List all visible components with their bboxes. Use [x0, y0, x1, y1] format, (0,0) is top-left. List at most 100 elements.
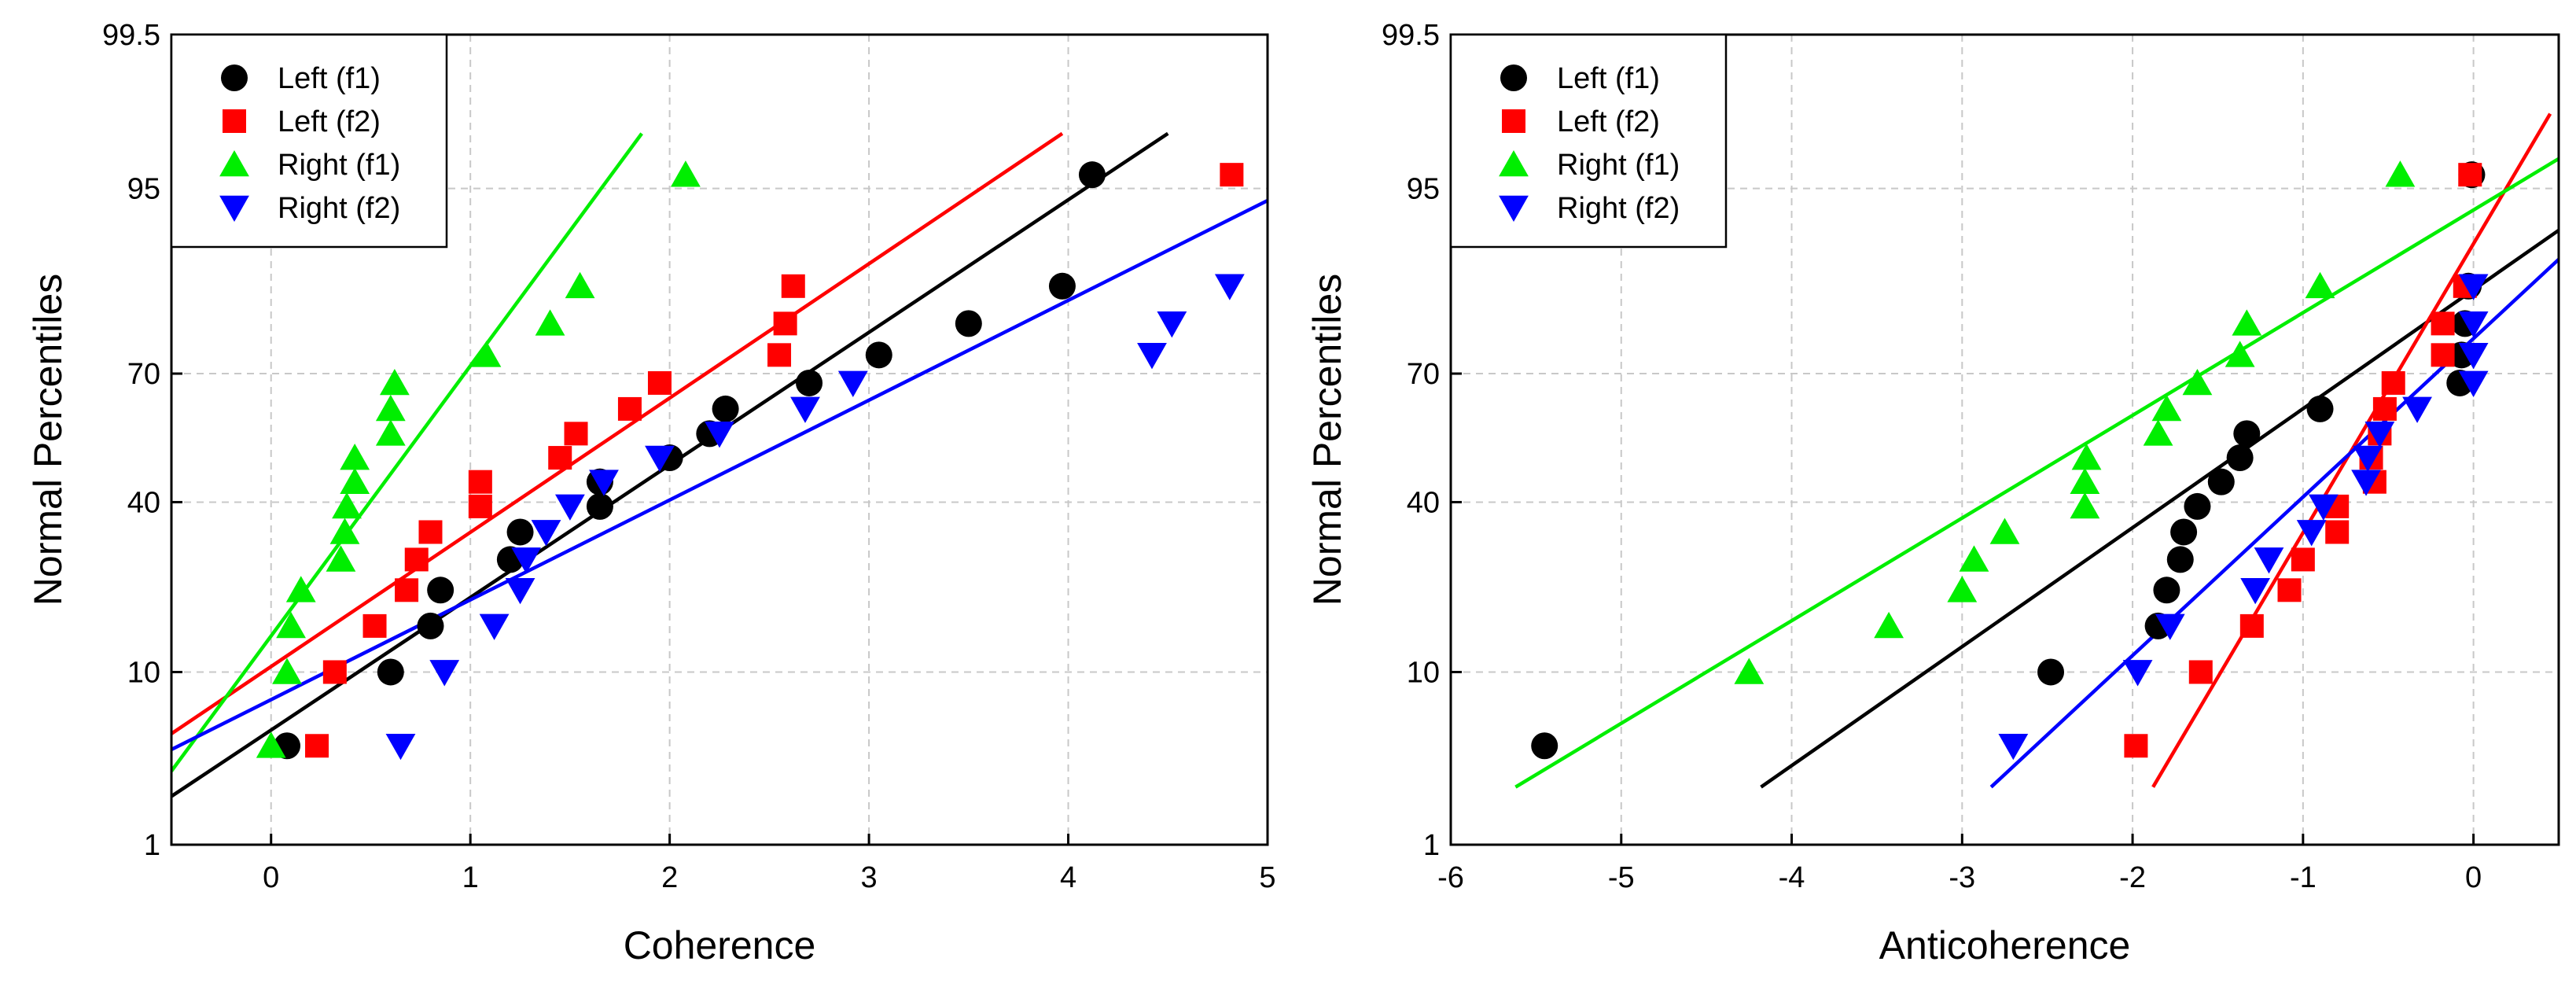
data-point-4-14 — [1157, 311, 1187, 338]
data-point-3-12 — [379, 368, 410, 396]
data-point-4-12 — [2458, 370, 2489, 397]
x-tick-label-1: -6 — [1437, 861, 1464, 894]
x-tick-label-6: 5 — [1259, 861, 1275, 894]
legend-box-2 — [1449, 33, 1728, 249]
data-point-1-13 — [865, 341, 892, 369]
y-tick-label-4: 70 — [127, 358, 160, 391]
legend-marker-4 — [219, 195, 249, 222]
data-point-3-1 — [256, 731, 286, 758]
y-tick-label-1: 1 — [144, 829, 160, 862]
x-tick-label-7: 0 — [2465, 861, 2482, 894]
x-tick-label-4: 3 — [861, 861, 878, 894]
data-point-1-11 — [712, 395, 739, 422]
data-point-2-2 — [2188, 660, 2213, 684]
data-point-4-13 — [1137, 343, 1167, 370]
data-point-3-3 — [1947, 576, 1978, 602]
legend-label-2: Left (f2) — [1557, 105, 1660, 138]
legend-label-1: Left (f1) — [1557, 62, 1660, 95]
legend-marker-4 — [1499, 195, 1529, 222]
legend-marker-2 — [223, 109, 246, 133]
data-point-4-6 — [531, 520, 561, 547]
x-tick-label-1: 0 — [263, 861, 279, 894]
data-point-3-6 — [2070, 492, 2100, 519]
data-point-3-11 — [375, 394, 406, 422]
x-tick-label-5: 4 — [1060, 861, 1076, 894]
legend-marker-1 — [221, 64, 248, 91]
data-point-2-15 — [781, 274, 805, 298]
data-point-2-13 — [767, 343, 792, 367]
data-point-1-10 — [2233, 420, 2261, 448]
legend-marker-3 — [219, 150, 249, 177]
legend-marker-3 — [1499, 150, 1529, 177]
x-axis-title-2: Anticoherence — [1879, 923, 2131, 967]
y-axis-title-2: Normal Percentiles — [1305, 274, 1349, 606]
data-point-4-3 — [479, 613, 510, 640]
x-tick-label-3: 2 — [661, 861, 678, 894]
data-point-1-4 — [427, 577, 454, 604]
data-point-3-12 — [2225, 341, 2255, 367]
data-point-3-8 — [340, 467, 370, 494]
y-tick-label-2: 10 — [1407, 656, 1440, 689]
data-point-4-3 — [2155, 613, 2185, 640]
fit-line-3 — [171, 132, 643, 772]
plot-frame-2 — [1449, 33, 2560, 846]
data-point-4-7 — [2308, 494, 2339, 521]
data-point-3-16 — [671, 160, 701, 187]
data-point-2-11 — [2372, 396, 2397, 421]
data-point-2-1 — [2124, 734, 2148, 758]
data-point-3-15 — [565, 271, 595, 299]
data-point-2-6 — [2325, 520, 2350, 544]
data-point-1-6 — [506, 518, 534, 546]
data-point-2-10 — [564, 422, 588, 446]
data-point-3-10 — [2151, 394, 2182, 422]
legend-marker-2 — [1502, 109, 1525, 133]
data-point-4-6 — [2296, 520, 2327, 547]
data-point-4-4 — [2240, 578, 2271, 605]
data-point-2-3 — [362, 613, 387, 638]
data-point-1-16 — [1078, 161, 1106, 189]
data-point-4-4 — [505, 578, 535, 605]
data-point-4-2 — [429, 660, 460, 687]
y-tick-label-5: 95 — [127, 173, 160, 206]
data-point-3-5 — [1989, 518, 2020, 544]
fit-line-3 — [1514, 157, 2559, 789]
data-point-3-1 — [1734, 658, 1765, 684]
data-point-4-1 — [385, 733, 416, 761]
x-tick-label-4: -3 — [1949, 861, 1975, 894]
grid-1 — [171, 35, 1268, 845]
fit-line-2 — [171, 131, 1064, 735]
data-point-4-7 — [555, 494, 585, 521]
data-point-1-11 — [2306, 395, 2334, 422]
data-point-2-8 — [468, 470, 492, 494]
data-point-2-9 — [548, 446, 572, 470]
data-point-1-4 — [2153, 577, 2180, 604]
data-point-3-9 — [340, 444, 370, 470]
data-point-3-10 — [375, 419, 406, 446]
data-point-2-11 — [617, 396, 642, 421]
plot-frame-1 — [170, 33, 1269, 846]
data-point-1-14 — [955, 310, 982, 337]
data-point-4-10 — [705, 422, 734, 448]
data-point-4-11 — [790, 396, 820, 423]
data-point-1-7 — [2184, 492, 2211, 520]
y-tick-label-5: 95 — [1407, 173, 1440, 206]
data-point-3-4 — [1959, 545, 1989, 572]
data-point-3-3 — [276, 611, 306, 639]
data-point-1-9 — [2226, 444, 2254, 472]
data-point-3-2 — [272, 658, 302, 684]
series-3 — [256, 160, 701, 758]
y-tick-label-6: 99.5 — [1382, 19, 1440, 52]
legend-label-3: Right (f1) — [1557, 149, 1680, 182]
series-4 — [385, 274, 1245, 761]
y-tick-label-6: 99.5 — [102, 19, 160, 52]
data-point-3-2 — [1874, 611, 1904, 639]
data-point-3-5 — [326, 545, 356, 572]
data-point-4-9 — [645, 445, 675, 473]
data-point-2-14 — [2431, 311, 2455, 336]
y-tick-label-3: 40 — [127, 486, 160, 519]
data-point-3-8 — [2071, 444, 2102, 470]
chart-panel-1: 0 1 2 3 4 5 1 10 40 70 95 99.5 Coherence Normal Perce… — [26, 19, 1276, 967]
data-point-2-12 — [2381, 370, 2405, 395]
legend-label-3: Right (f1) — [278, 149, 400, 182]
